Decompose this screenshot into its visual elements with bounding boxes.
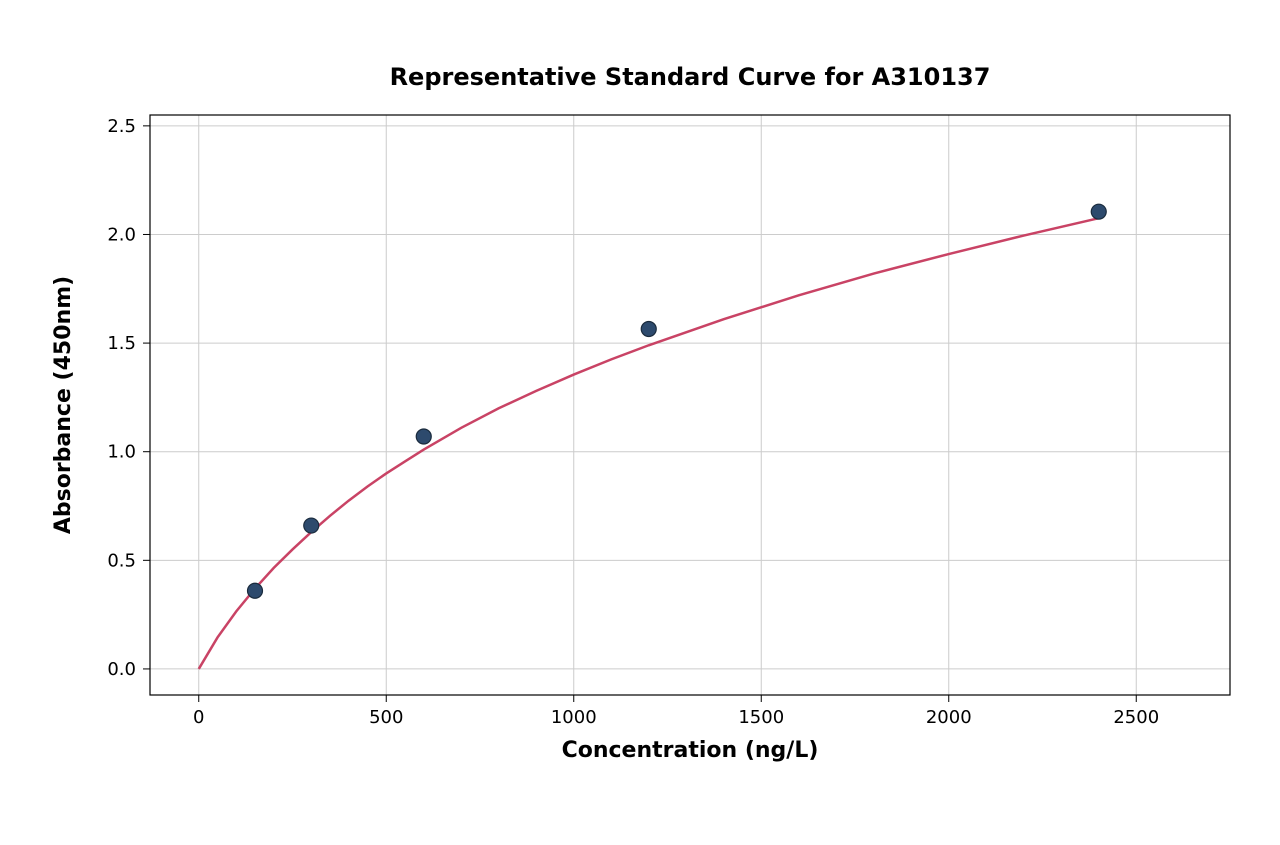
y-tick-label: 1.5	[107, 333, 136, 354]
data-point	[641, 321, 656, 336]
chart-container: 0 500 1000 1500 2000 2500 0.0 0.5 1.0 1.5 2.0 2.5 Co…	[0, 0, 1280, 845]
y-tick-label: 1.0	[107, 442, 136, 463]
x-tick-label: 0	[193, 707, 204, 728]
plot-background	[150, 115, 1230, 695]
x-tick-label: 500	[369, 707, 403, 728]
y-tick-label: 0.5	[107, 550, 136, 571]
standard-curve-chart: 0 500 1000 1500 2000 2500 0.0 0.5 1.0 1.5 2.0 2.5 Co…	[0, 0, 1280, 845]
x-tick-label: 1000	[551, 707, 597, 728]
x-tick-label: 2000	[926, 707, 972, 728]
y-tick-label: 2.5	[107, 116, 136, 137]
y-axis-label: Absorbance (450nm)	[51, 276, 76, 534]
chart-title: Representative Standard Curve for A31013…	[390, 63, 991, 91]
x-axis-label: Concentration (ng/L)	[562, 738, 819, 763]
data-point	[248, 583, 263, 598]
y-tick-label: 0.0	[107, 659, 136, 680]
data-point	[304, 518, 319, 533]
x-tick-label: 2500	[1113, 707, 1159, 728]
data-point	[1091, 204, 1106, 219]
y-tick-label: 2.0	[107, 224, 136, 245]
data-point	[416, 429, 431, 444]
x-tick-label: 1500	[738, 707, 784, 728]
